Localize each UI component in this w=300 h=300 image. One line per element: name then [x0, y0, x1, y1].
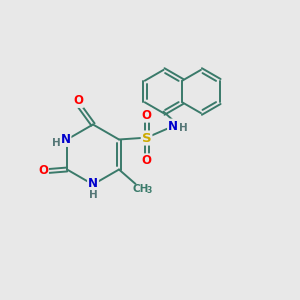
Text: O: O: [142, 154, 152, 167]
Text: H: H: [52, 138, 61, 148]
Text: N: N: [168, 119, 178, 133]
Text: S: S: [142, 131, 152, 145]
Text: H: H: [179, 123, 188, 134]
Text: O: O: [38, 164, 48, 178]
Text: N: N: [61, 133, 70, 146]
Text: O: O: [73, 94, 83, 107]
Text: CH: CH: [133, 184, 149, 194]
Text: H: H: [88, 190, 98, 200]
Text: 3: 3: [147, 186, 152, 195]
Text: N: N: [88, 177, 98, 190]
Text: O: O: [142, 109, 152, 122]
